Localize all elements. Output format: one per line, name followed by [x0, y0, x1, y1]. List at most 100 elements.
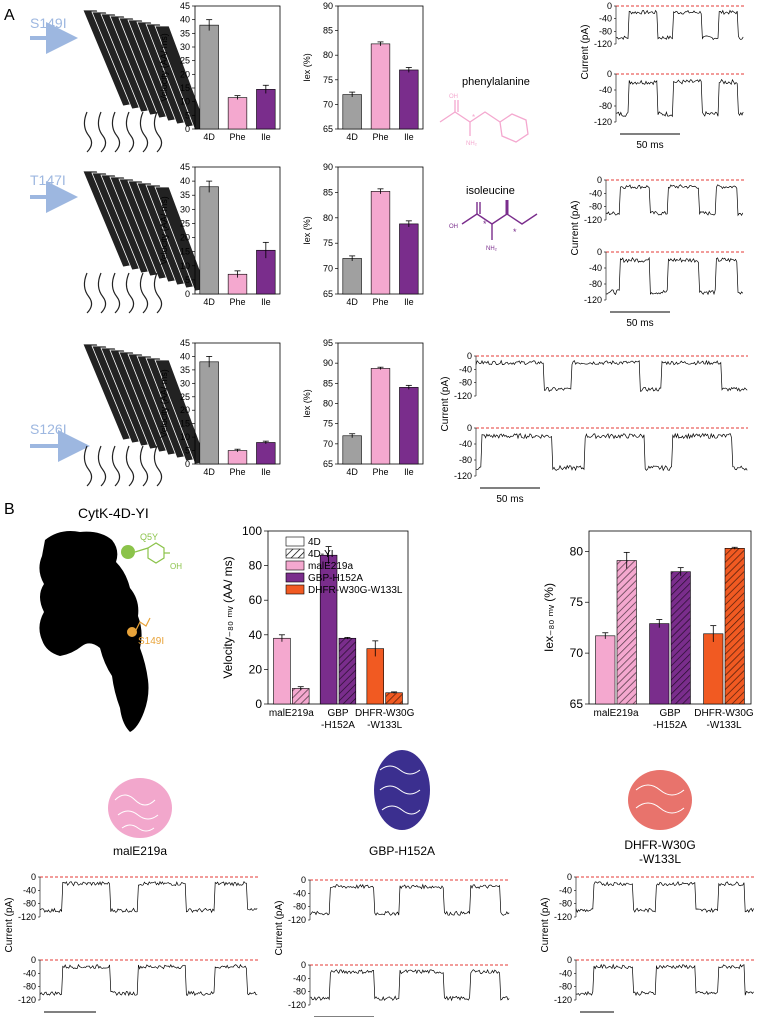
y-tick-label: 40: [180, 351, 190, 361]
panel-label-a: A: [4, 7, 15, 24]
y-tick-label: -80: [599, 101, 612, 111]
y-tick-label: -40: [599, 85, 612, 95]
bar: [399, 387, 419, 465]
y-tick-label: 0: [185, 124, 190, 134]
y-axis-label: Current (pA): [440, 376, 451, 431]
y-tick-label: 80: [323, 399, 333, 409]
legend-swatch: [285, 584, 305, 595]
y-tick-label: 0: [467, 423, 472, 433]
x-tick-label: malE219a: [593, 708, 638, 719]
y-tick-label: 20: [180, 405, 190, 415]
loop-strand: [97, 272, 107, 314]
trace-line: [476, 432, 748, 472]
bar-hatch: [339, 638, 356, 704]
y-axis-label: Velocity (AA/ ms): [159, 196, 169, 265]
y-tick-label: 65: [570, 697, 584, 711]
current-trace: 0-40-80-12020 ms: [554, 955, 754, 1013]
y-tick-label: 90: [323, 358, 333, 368]
bar: [342, 258, 362, 295]
chart-B-velocity: 0 20 40 60 80 100 Velocity₋₈₀ ₘᵥ (AA/ ms) malE2…: [221, 524, 415, 731]
y-tick-label: 80: [323, 50, 333, 60]
row2-mutation: T147I: [30, 172, 78, 213]
bar: [199, 361, 219, 465]
protein-male219a: malE219a: [108, 778, 172, 858]
isoleucine-structure: isoleucine OH NH₂ * *: [449, 185, 538, 252]
y-tick-label: 5: [185, 446, 190, 456]
y-tick-label: 0: [607, 69, 612, 79]
trace-line: [615, 78, 744, 118]
x-tick-label: Phe: [229, 467, 245, 477]
chart-A-row1-velocity: 0 5 10 15 20 25 30 35 40 45 Velocity (AA/ ms) 4D Phe…: [159, 1, 281, 142]
y-tick-label: 75: [570, 595, 584, 609]
trace-line: [309, 883, 510, 916]
legend-label: 4D-YI: [308, 549, 334, 560]
x-tick-label: 4D: [203, 132, 215, 142]
y-tick-label: 85: [323, 187, 333, 197]
y-tick-label: -40: [293, 888, 306, 898]
protein-name-male219a: malE219a: [113, 844, 167, 858]
scale-bar-label: 50 ms: [496, 494, 523, 505]
y-tick-label: 40: [249, 628, 263, 642]
y-tick-label: 85: [323, 26, 333, 36]
x-tick-label: 4D: [346, 132, 358, 142]
x-tick-label: -H152A: [653, 720, 687, 731]
s149i-label: S149I: [138, 636, 164, 647]
mutation-label-s149i: S149I: [30, 15, 67, 31]
y-tick-label: 75: [323, 75, 333, 85]
y-tick-label: 70: [323, 99, 333, 109]
x-tick-label: Ile: [261, 467, 271, 477]
trace-line: [39, 880, 258, 914]
loop-strand: [111, 111, 121, 153]
protein-dhfr: DHFR-W30G -W133L: [624, 770, 696, 866]
trace-line: [475, 359, 748, 392]
y-tick-label: -80: [293, 902, 306, 912]
y-axis-label: Iex₋₈₀ ₘᵥ (%): [542, 583, 556, 652]
y-tick-label: 30: [180, 42, 190, 52]
loop-strand: [97, 111, 107, 153]
protein-surface: [39, 531, 149, 732]
y-tick-label: 0: [607, 1, 612, 11]
y-tick-label: -120: [554, 912, 572, 922]
scale-bar-label: 50 ms: [636, 140, 663, 151]
y-tick-label: 0: [597, 175, 602, 185]
chart-A-row3-velocity: 0 5 10 15 20 25 30 35 40 45 Velocity (AA/ ms) 4D Phe…: [159, 338, 281, 477]
loop-strand: [125, 111, 135, 153]
x-tick-label: -W133L: [367, 720, 402, 731]
pore-structure-1: [82, 9, 208, 153]
bar-hatch: [292, 688, 310, 704]
x-tick-label: Ile: [404, 297, 414, 307]
loop-strand: [111, 272, 121, 314]
y-tick-label: 75: [323, 238, 333, 248]
y-tick-label: -40: [293, 973, 306, 983]
y-tick-label: -40: [459, 364, 472, 374]
x-tick-label: -W133L: [706, 720, 741, 731]
x-tick-label: Phe: [372, 297, 388, 307]
bar: [342, 435, 362, 465]
oh-text: OH: [449, 224, 458, 230]
bar: [227, 97, 248, 130]
x-tick-label: Phe: [229, 132, 245, 142]
loop-strand: [139, 445, 149, 487]
x-tick-label: Ile: [404, 467, 414, 477]
legend-swatch: [285, 572, 305, 583]
nh2-text: NH₂: [486, 246, 498, 252]
plot-frame: [588, 530, 752, 705]
y-tick-label: 95: [323, 338, 333, 348]
y-tick-label: 40: [180, 15, 190, 25]
scale-bar-label: 50 ms: [626, 318, 653, 329]
y-axis-label: Velocity (AA/ ms): [159, 369, 169, 438]
y-tick-label: -40: [23, 968, 36, 978]
y-tick-label: -40: [599, 14, 612, 24]
y-tick-label: -120: [584, 215, 602, 225]
x-tick-label: Ile: [261, 297, 271, 307]
y-tick-label: -40: [589, 188, 602, 198]
y-tick-label: -120: [288, 1000, 306, 1010]
y-tick-label: 10: [180, 432, 190, 442]
y-tick-label: -40: [559, 968, 572, 978]
current-trace: 0 -40 -80 -120 50 ms: [584, 247, 744, 329]
protein-name-dhfr-line1: DHFR-W30G: [624, 838, 695, 852]
y-axis-label: Iex (%): [302, 53, 312, 82]
chart-B-iex: 65 70 75 80 Iex₋₈₀ ₘᵥ (%) malE219a GBP-H152A DH…: [542, 530, 754, 731]
